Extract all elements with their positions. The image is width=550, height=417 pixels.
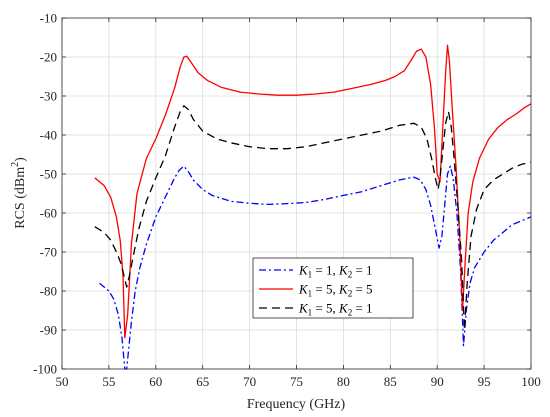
x-tick-label: 50 bbox=[56, 374, 69, 389]
legend-entry-1: K1 = 1, K2 = 1 bbox=[298, 263, 373, 280]
x-tick-label: 90 bbox=[431, 374, 444, 389]
legend-symbol: , bbox=[333, 282, 340, 297]
legend-k1-value: 1 bbox=[326, 263, 333, 278]
y-tick-label: -70 bbox=[40, 245, 57, 260]
x-axis-label: Frequency (GHz) bbox=[247, 397, 346, 412]
y-axis-label-close: ) bbox=[13, 157, 28, 162]
x-tick-label: 65 bbox=[196, 374, 209, 389]
legend-equals: = bbox=[312, 301, 326, 316]
y-tick-label: -80 bbox=[40, 284, 57, 299]
legend-subscript: 1 bbox=[308, 289, 313, 299]
x-tick-label: 55 bbox=[102, 374, 115, 389]
y-axis-label-superscript: 2 bbox=[10, 162, 21, 167]
legend-symbol: K bbox=[298, 301, 309, 316]
legend-k1-value: 5 bbox=[326, 282, 333, 297]
y-tick-label: -60 bbox=[40, 206, 57, 221]
legend-equals: = bbox=[312, 263, 326, 278]
y-tick-label: -20 bbox=[40, 50, 57, 65]
legend-symbol: , bbox=[333, 301, 340, 316]
ticks: 50 55 60 65 70 75 80 85 90 95 100-100-90-80-70-60-… bbox=[33, 11, 541, 390]
y-axis-label-main: RCS (dBm bbox=[13, 167, 28, 229]
y-tick-label: -100 bbox=[33, 362, 57, 377]
series-layer bbox=[94, 44, 532, 370]
legend-subscript: 1 bbox=[308, 308, 313, 318]
legend-subscript: 2 bbox=[348, 308, 353, 318]
legend-equals: = bbox=[352, 301, 366, 316]
legend-entry-3: K1 = 5, K2 = 1 bbox=[298, 301, 373, 318]
y-tick-label: -90 bbox=[40, 323, 57, 338]
series-line-2 bbox=[94, 44, 532, 339]
x-tick-label: 95 bbox=[478, 374, 491, 389]
legend-entry-2: K1 = 5, K2 = 5 bbox=[298, 282, 373, 299]
legend-symbol: K bbox=[338, 301, 349, 316]
legend-k2-value: 1 bbox=[366, 263, 373, 278]
legend-k2-value: 5 bbox=[366, 282, 373, 297]
legend-subscript: 2 bbox=[348, 289, 353, 299]
y-tick-label: -40 bbox=[40, 128, 57, 143]
legend-symbol: K bbox=[298, 282, 309, 297]
y-tick-label: -50 bbox=[40, 167, 57, 182]
legend-equals: = bbox=[352, 263, 366, 278]
legend-k2-value: 1 bbox=[366, 301, 373, 316]
series-line-3 bbox=[94, 105, 532, 331]
legend-symbol: , bbox=[333, 263, 340, 278]
x-tick-label: 60 bbox=[149, 374, 162, 389]
series-line-1 bbox=[99, 165, 532, 370]
x-tick-label: 70 bbox=[243, 374, 256, 389]
x-tick-label: 75 bbox=[290, 374, 303, 389]
y-axis-label: RCS (dBm2) bbox=[10, 157, 28, 229]
legend-symbol: K bbox=[298, 263, 309, 278]
legend-symbol: K bbox=[338, 282, 349, 297]
y-tick-label: -10 bbox=[40, 11, 57, 26]
legend-equals: = bbox=[312, 282, 326, 297]
x-tick-label: 85 bbox=[384, 374, 397, 389]
legend-k1-value: 5 bbox=[326, 301, 333, 316]
legend-subscript: 1 bbox=[308, 270, 313, 280]
y-tick-label: -30 bbox=[40, 89, 57, 104]
x-tick-label: 80 bbox=[337, 374, 350, 389]
legend-equals: = bbox=[352, 282, 366, 297]
legend-symbol: K bbox=[338, 263, 349, 278]
x-tick-label: 100 bbox=[521, 374, 541, 389]
legend-subscript: 2 bbox=[348, 270, 353, 280]
legend: K1 = 1, K2 = 1K1 = 5, K2 = 5K1 = 5, K2 =… bbox=[252, 257, 414, 319]
